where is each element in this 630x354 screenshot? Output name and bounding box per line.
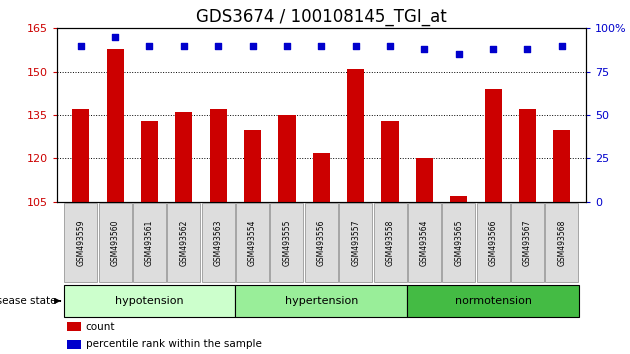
FancyBboxPatch shape [168, 204, 200, 281]
Point [454, 51, 464, 57]
Bar [67, 340, 81, 349]
Text: hypertension: hypertension [285, 296, 358, 306]
Text: GSM493568: GSM493568 [558, 219, 566, 266]
Text: GSM493561: GSM493561 [145, 219, 154, 266]
Bar [553, 130, 570, 202]
Bar [484, 89, 501, 202]
Bar [210, 109, 227, 202]
FancyBboxPatch shape [442, 204, 475, 281]
Text: GSM493557: GSM493557 [351, 219, 360, 266]
FancyBboxPatch shape [477, 204, 510, 281]
Bar [106, 48, 123, 202]
Text: GSM493554: GSM493554 [248, 219, 257, 266]
Point [522, 46, 532, 52]
Text: GSM493566: GSM493566 [489, 219, 498, 266]
Bar [67, 322, 81, 331]
Point [351, 43, 361, 48]
Text: disease state: disease state [0, 296, 57, 306]
Bar [519, 109, 536, 202]
Bar [141, 121, 158, 202]
FancyBboxPatch shape [407, 285, 579, 317]
FancyBboxPatch shape [99, 204, 132, 281]
FancyBboxPatch shape [546, 204, 578, 281]
Text: GSM493560: GSM493560 [111, 219, 120, 266]
Point [420, 46, 430, 52]
Text: GSM493558: GSM493558 [386, 219, 394, 266]
FancyBboxPatch shape [236, 285, 407, 317]
Point [488, 46, 498, 52]
Bar [278, 115, 295, 202]
Text: normotension: normotension [455, 296, 532, 306]
Point [557, 43, 567, 48]
Text: GSM493563: GSM493563 [214, 219, 223, 266]
Bar [347, 69, 364, 202]
Bar [450, 196, 467, 202]
FancyBboxPatch shape [339, 204, 372, 281]
Bar [244, 130, 261, 202]
Bar [72, 109, 89, 202]
FancyBboxPatch shape [202, 204, 235, 281]
Point [144, 43, 154, 48]
Text: GSM493567: GSM493567 [523, 219, 532, 266]
Point [76, 43, 86, 48]
Bar [416, 159, 433, 202]
FancyBboxPatch shape [236, 204, 269, 281]
Point [179, 43, 189, 48]
Title: GDS3674 / 100108145_TGI_at: GDS3674 / 100108145_TGI_at [196, 8, 447, 25]
Text: GSM493555: GSM493555 [282, 219, 292, 266]
FancyBboxPatch shape [64, 204, 97, 281]
Point [213, 43, 223, 48]
Text: count: count [86, 322, 115, 332]
Point [282, 43, 292, 48]
FancyBboxPatch shape [64, 285, 236, 317]
Text: GSM493556: GSM493556 [317, 219, 326, 266]
FancyBboxPatch shape [133, 204, 166, 281]
Text: percentile rank within the sample: percentile rank within the sample [86, 339, 261, 349]
Point [385, 43, 395, 48]
FancyBboxPatch shape [270, 204, 304, 281]
Text: GSM493559: GSM493559 [76, 219, 85, 266]
Text: GSM493564: GSM493564 [420, 219, 429, 266]
Point [248, 43, 258, 48]
Bar [381, 121, 399, 202]
Point [110, 34, 120, 40]
FancyBboxPatch shape [408, 204, 441, 281]
FancyBboxPatch shape [374, 204, 406, 281]
Text: hypotension: hypotension [115, 296, 184, 306]
FancyBboxPatch shape [305, 204, 338, 281]
Bar [312, 153, 330, 202]
Text: GSM493562: GSM493562 [180, 219, 188, 266]
Text: GSM493565: GSM493565 [454, 219, 463, 266]
FancyBboxPatch shape [511, 204, 544, 281]
Bar [175, 112, 192, 202]
Point [316, 43, 326, 48]
